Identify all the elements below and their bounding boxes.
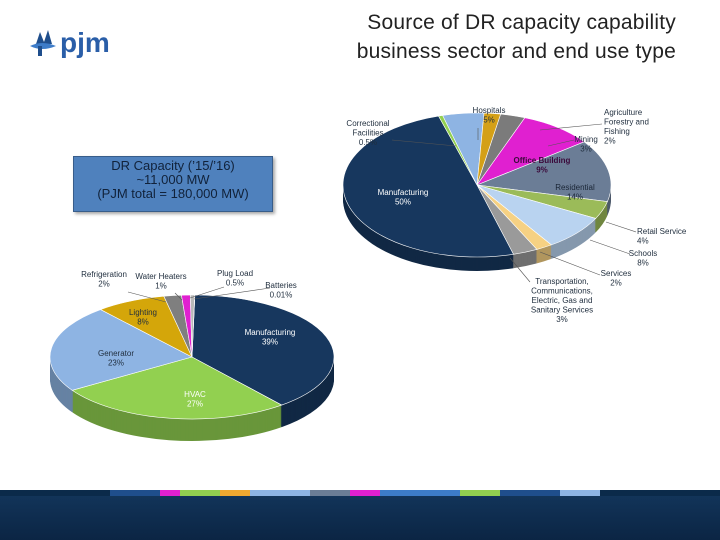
pie-2-slice-manufacturing [191, 294, 335, 406]
title-line-1: Source of DR capacity capability [367, 11, 676, 34]
title-line-2: business sector and end use type [356, 40, 676, 63]
pie-1-leader-10 [391, 139, 457, 147]
pie-1-leader-6 [589, 239, 631, 255]
pie-2-leader-6 [189, 286, 225, 299]
pie-1-label-services: Services 2% [601, 269, 632, 288]
pie-1-slice-residential [475, 141, 612, 202]
footer-url[interactable]: www.pjm.com [38, 481, 88, 490]
pie-2-label-hvac: HVAC 27% [184, 390, 206, 409]
pie-1-label-hospitals: Hospitals 5% [473, 106, 506, 125]
pie-1-leader-5 [605, 221, 637, 233]
pie-1-label-agriculture-forestry-and-fishing: Agriculture Forestry and Fishing 2% [604, 108, 649, 146]
pie-1-leader-8 [509, 257, 531, 283]
pie-1-leader-1 [539, 123, 603, 131]
pie-1-slice-manufacturing [342, 115, 514, 258]
pie-2-label-refrigeration: Refrigeration 2% [81, 270, 127, 289]
pie-2-slice-batteries [191, 294, 196, 358]
pie-1-label-office-building: Office Building 9% [514, 156, 571, 175]
callout-line-1: DR Capacity (’15/’16) [111, 158, 235, 173]
pie-1-leader-7 [539, 251, 601, 276]
pie-1-label-retail-service: Retail Service 4% [637, 227, 687, 246]
pjm-logo: pjm [30, 27, 110, 58]
pie-1-label-schools: Schools 8% [629, 249, 657, 268]
pie-1-label-correctional-facilities: Correctional Facilities 0.5% [346, 119, 389, 147]
dr-capacity-callout: DR Capacity (’15/’16) ~11,000 MW (PJM to… [73, 156, 273, 212]
pie-2-slice-generator [49, 309, 193, 391]
pie-2-label-manufacturing: Manufacturing 39% [245, 328, 296, 347]
footer-copyright: PJM©2016 [622, 481, 662, 490]
footer-page-number: 6 [357, 479, 364, 493]
pie-2-leader-7 [193, 287, 271, 300]
footer-color-strip [0, 490, 720, 496]
pie-1-label-mining: Mining 3% [574, 135, 598, 154]
pie-2-slice-hvac [71, 356, 283, 420]
pie-1-slice-correctional-facilities [438, 115, 478, 186]
pie-1-label-transportation-communications-electric-gas-and-sanitary-services: Transportation, Communications, Electric, … [531, 277, 593, 324]
pie-2-leader-5 [174, 292, 183, 301]
pie-2-label-generator: Generator 23% [98, 349, 134, 368]
footer-bar [0, 490, 720, 540]
slide-title: Source of DR capacity capability busines… [256, 8, 676, 66]
pie-1-leader-2 [547, 139, 575, 147]
pie-2-label-plug-load: Plug Load 0.5% [217, 269, 253, 288]
callout-line-2: ~11,000 MW [136, 172, 210, 187]
callout-line-3: (PJM total = 180,000 MW) [97, 186, 249, 201]
pie-chart-2: Manufacturing 39% HVAC 27% Generator 23% Light… [49, 269, 335, 441]
pie-1-label-manufacturing: Manufacturing 50% [378, 188, 429, 207]
pie-1-label-residential: Residential 14% [555, 183, 595, 202]
pie-2-label-batteries: Batteries 0.01% [265, 281, 297, 300]
logo-mark-icon [30, 30, 56, 56]
pie-chart-1: Hospitals 5% Agriculture Forestry and Fishin… [342, 106, 687, 324]
pie-charts: Hospitals 5% Agriculture Forestry and Fishin… [49, 106, 687, 441]
pie-2-leader-4 [127, 291, 167, 303]
logo-text: pjm [60, 27, 110, 58]
pie-2-label-lighting: Lighting 8% [129, 308, 157, 327]
pie-2-label-water-heaters: Water Heaters 1% [135, 272, 186, 291]
